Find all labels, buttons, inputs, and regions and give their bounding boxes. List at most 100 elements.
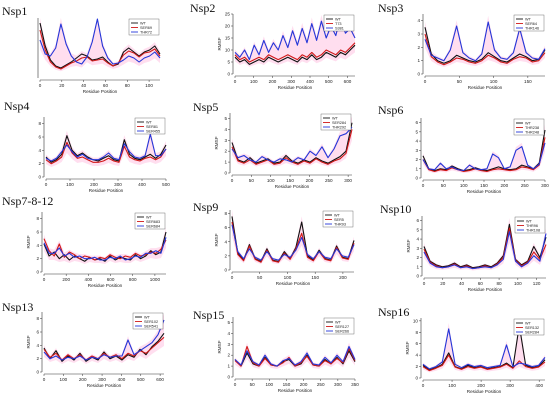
chart-title: Nsp9 bbox=[193, 200, 218, 214]
y-tick-label: 5 bbox=[227, 320, 230, 325]
x-tick-label: 300 bbox=[287, 79, 295, 84]
y-tick-label: 10 bbox=[413, 318, 419, 323]
chart-panel-8: Nsp9 0 50 100 150 200 0 2 4 6 8 Residue Position RMS… bbox=[193, 200, 355, 286]
x-tick-label: 0 bbox=[422, 183, 425, 188]
x-tick-label: 100 bbox=[265, 382, 273, 387]
y-tick-label: 1 bbox=[415, 166, 418, 171]
series-line-WT bbox=[424, 27, 546, 64]
y-tick-label: 10 bbox=[225, 48, 231, 53]
x-axis-label: Residue Position bbox=[275, 184, 310, 189]
x-tick-label: 0 bbox=[424, 79, 427, 84]
y-tick-label: 0 bbox=[227, 375, 230, 380]
y-tick-label: 0 bbox=[36, 270, 39, 275]
chart-panel-11: Nsp15 0 50 100 150 200 250 300 350 0 1 2 3 4 5 Residue … bbox=[193, 308, 359, 393]
series-line-SER69 bbox=[39, 29, 161, 70]
x-tick-label: 50 bbox=[257, 275, 263, 280]
chart-panel-3: Nsp3 0 50 100 150 0 1 2 3 4 Residue Position WTSER6… bbox=[378, 1, 546, 90]
series-line-SER284 bbox=[422, 328, 546, 370]
legend-label: SER64 bbox=[525, 22, 537, 26]
y-tick-label: 4 bbox=[38, 148, 41, 153]
legend-label: WT bbox=[332, 116, 339, 120]
legend-label: WT bbox=[525, 121, 532, 125]
legend-label: SER684 bbox=[146, 224, 160, 228]
x-tick-label: 400 bbox=[85, 277, 93, 282]
chart-panel-12: Nsp16 0 100 200 300 400 0 2 4 6 8 10 Residue Positio… bbox=[378, 305, 546, 394]
x-tick-label: 200 bbox=[269, 79, 277, 84]
chart-title: Nsp2 bbox=[190, 1, 215, 15]
y-tick-label: 3 bbox=[417, 32, 420, 37]
legend-label: SER284 bbox=[525, 330, 539, 334]
series-line-SER455 bbox=[45, 133, 167, 162]
y-tick-label: 2 bbox=[36, 256, 39, 261]
y-tick-label: 1 bbox=[227, 364, 230, 369]
legend-label: S381 bbox=[335, 26, 344, 30]
series-line-WT bbox=[422, 129, 546, 172]
y-tick-label: 0 bbox=[416, 274, 419, 279]
y-tick-label: 0 bbox=[417, 72, 420, 77]
x-axis-label: Residue Position bbox=[467, 189, 502, 194]
series-line-THR72 bbox=[39, 18, 161, 65]
x-tick-label: 250 bbox=[521, 183, 529, 188]
x-tick-label: 300 bbox=[506, 383, 514, 388]
series-line-SER684 bbox=[43, 237, 167, 261]
x-tick-label: 200 bbox=[339, 275, 347, 280]
series-line-SER102 bbox=[43, 336, 165, 361]
x-tick-label: 50 bbox=[457, 79, 463, 84]
series-line-THR93 bbox=[231, 224, 355, 261]
legend-label: WT bbox=[144, 315, 151, 319]
x-tick-label: 0 bbox=[45, 182, 48, 187]
series-line-SER81 bbox=[45, 141, 167, 165]
y-tick-label: 8 bbox=[415, 330, 418, 335]
legend-label: THR292 bbox=[332, 125, 346, 129]
series-line-WT bbox=[43, 231, 167, 262]
x-tick-label: 350 bbox=[351, 382, 359, 387]
legend-label: SER5 bbox=[334, 218, 344, 222]
legend-label: WT bbox=[146, 120, 153, 124]
x-tick-label: 60 bbox=[103, 83, 109, 88]
x-axis-label: Residue Position bbox=[278, 388, 313, 393]
y-tick-label: 6 bbox=[36, 330, 39, 335]
x-tick-label: 500 bbox=[325, 79, 333, 84]
x-tick-label: 100 bbox=[490, 79, 498, 84]
y-tick-label: 2 bbox=[38, 161, 41, 166]
legend-label: SER127 bbox=[335, 325, 349, 329]
chart-title: Nsp16 bbox=[378, 305, 409, 319]
legend-label: SER455 bbox=[146, 129, 160, 133]
x-tick-label: 0 bbox=[423, 281, 426, 286]
legend-label: WT bbox=[146, 215, 153, 219]
series-line-SER127 bbox=[234, 345, 356, 367]
legend-label: THR248 bbox=[525, 130, 539, 134]
x-tick-label: 0 bbox=[231, 275, 234, 280]
y-tick-label: 2 bbox=[224, 253, 227, 258]
x-tick-label: 0 bbox=[234, 79, 237, 84]
x-tick-label: 80 bbox=[497, 281, 503, 286]
x-tick-label: 300 bbox=[344, 178, 352, 183]
x-tick-label: 500 bbox=[137, 377, 145, 382]
x-tick-label: 200 bbox=[306, 178, 314, 183]
y-axis-label: RMSF bbox=[214, 136, 219, 149]
x-tick-label: 200 bbox=[300, 382, 308, 387]
variability-band bbox=[423, 124, 545, 174]
x-tick-label: 100 bbox=[66, 182, 74, 187]
chart-panel-5: Nsp5 0 50 100 150 200 250 300 0 1 2 3 4 5 Residue Posi… bbox=[193, 100, 353, 189]
series-line-THR146 bbox=[424, 21, 546, 62]
x-axis-label: Residue Position bbox=[468, 85, 503, 90]
x-tick-label: 100 bbox=[460, 183, 468, 188]
x-tick-label: 0 bbox=[231, 178, 234, 183]
variability-band bbox=[235, 342, 355, 369]
x-tick-label: 250 bbox=[317, 382, 325, 387]
x-tick-label: 250 bbox=[325, 178, 333, 183]
series-line-SER541 bbox=[43, 319, 165, 361]
variability-band bbox=[425, 15, 545, 67]
x-tick-label: 600 bbox=[344, 79, 352, 84]
chart-panel-10: Nsp13 0 100 200 300 400 500 600 0 2 4 6 8 Residue Pos… bbox=[2, 300, 165, 388]
x-tick-label: 0 bbox=[43, 377, 46, 382]
legend-label: WT bbox=[335, 17, 342, 21]
legend-label: THR72 bbox=[140, 30, 152, 34]
series-line-WT bbox=[234, 44, 356, 65]
x-tick-label: 400 bbox=[118, 377, 126, 382]
x-tick-label: 100 bbox=[267, 178, 275, 183]
y-tick-label: 20 bbox=[225, 24, 231, 29]
y-tick-label: 3 bbox=[416, 246, 419, 251]
x-tick-label: 300 bbox=[541, 183, 549, 188]
